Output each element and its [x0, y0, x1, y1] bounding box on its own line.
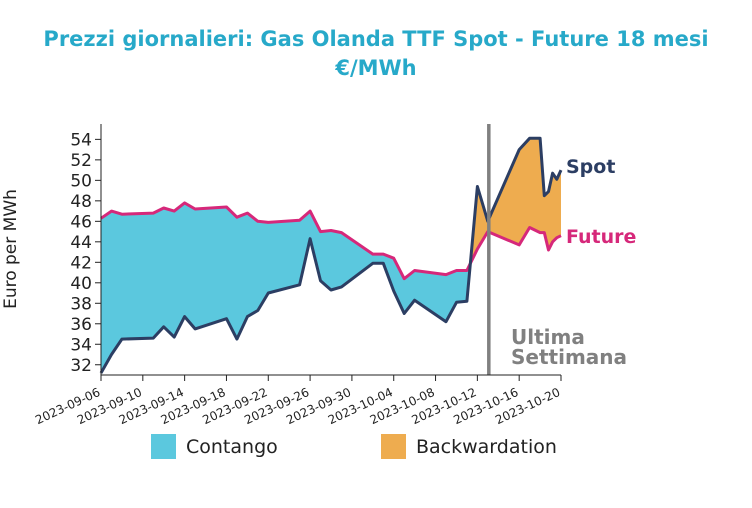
series-label-future: Future: [566, 226, 636, 248]
y-tick-label: 34: [70, 335, 92, 355]
x-ticks: 2023-09-062023-09-102023-09-142023-09-18…: [33, 375, 562, 427]
y-tick-label: 48: [70, 192, 92, 212]
axes: [100, 124, 561, 376]
y-tick-label: 50: [70, 171, 92, 191]
legend-label-contango: Contango: [186, 436, 278, 458]
last-week-label-line2: Settimana: [511, 345, 627, 369]
spot-line: [99, 136, 563, 374]
legend-swatch-contango: [151, 434, 176, 459]
backwardation-fill: [470, 138, 561, 264]
y-axis-label: Euro per MWh: [1, 189, 21, 309]
last-week-label-line1: Ultima: [511, 325, 585, 349]
chart-subtitle: €/MWh: [334, 56, 416, 80]
legend-label-backwardation: Backwardation: [416, 436, 557, 458]
legend-swatch-backwardation: [381, 434, 406, 459]
last-week-marker: Ultima Settimana: [487, 124, 627, 375]
future-line: [100, 201, 562, 281]
y-tick-label: 42: [70, 253, 92, 273]
legend: Contango Backwardation: [151, 434, 557, 459]
y-tick-label: 52: [70, 151, 92, 171]
chart-title: Prezzi giornalieri: Gas Olanda TTF Spot …: [43, 27, 708, 51]
y-tick-label: 38: [70, 294, 92, 314]
y-tick-label: 54: [70, 130, 92, 150]
y-tick-label: 32: [70, 356, 92, 376]
series-lines: [99, 136, 563, 374]
y-tick-label: 36: [70, 315, 92, 335]
y-tick-label: 44: [70, 233, 92, 253]
y-tick-label: 46: [70, 212, 92, 232]
spread-fills: [101, 138, 561, 373]
y-tick-label: 40: [70, 274, 92, 294]
series-label-spot: Spot: [566, 156, 615, 178]
